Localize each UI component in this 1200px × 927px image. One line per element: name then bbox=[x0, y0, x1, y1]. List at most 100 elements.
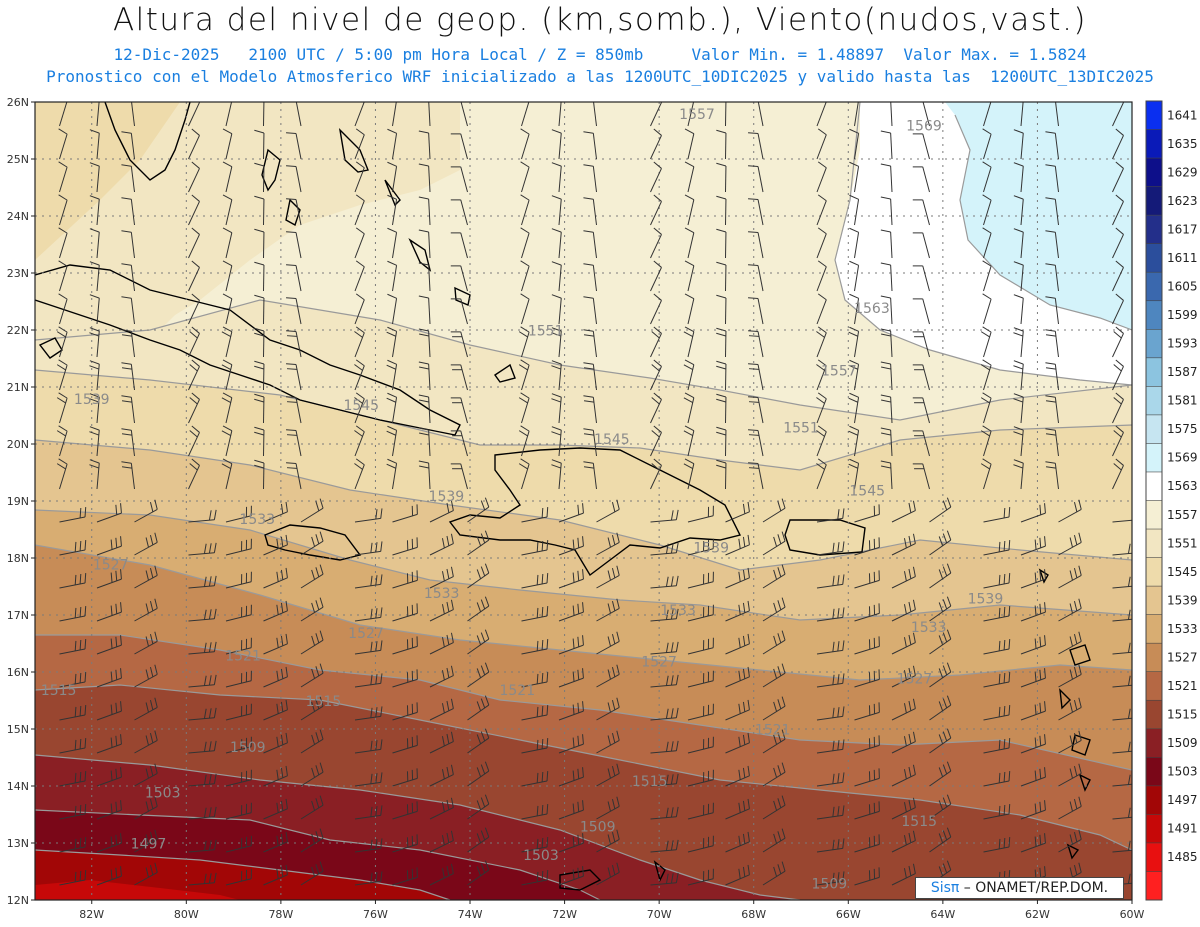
wind-barb bbox=[983, 573, 1011, 589]
wind-barb bbox=[880, 163, 893, 193]
wind-barb bbox=[748, 330, 764, 358]
lon-tick-label: 72W bbox=[552, 908, 577, 921]
wind-barb bbox=[650, 773, 679, 787]
wind-barb bbox=[650, 326, 662, 358]
wind-barb bbox=[59, 102, 68, 127]
wind-barb bbox=[131, 102, 135, 127]
wind-barb bbox=[59, 738, 87, 754]
wind-barb bbox=[551, 228, 562, 259]
wind-barb bbox=[912, 199, 930, 226]
wind-barb bbox=[854, 537, 880, 556]
wind-barb bbox=[386, 425, 398, 457]
wind-barb bbox=[392, 603, 418, 622]
wind-barb bbox=[716, 459, 727, 490]
colorbar-label: 1527 bbox=[1167, 650, 1198, 664]
wind-barb bbox=[521, 573, 549, 589]
wind-barb bbox=[816, 871, 845, 886]
wind-barb bbox=[467, 827, 490, 853]
wind-barb bbox=[687, 703, 714, 721]
wind-barb bbox=[467, 596, 490, 622]
wind-barb bbox=[300, 498, 324, 523]
wind-barb bbox=[725, 798, 750, 820]
lon-tick-label: 64W bbox=[930, 908, 955, 921]
wind-barb bbox=[849, 227, 860, 259]
wind-barb bbox=[816, 260, 827, 292]
wind-barb bbox=[1013, 261, 1024, 292]
wind-barb bbox=[263, 699, 288, 721]
wind-barb bbox=[816, 541, 845, 556]
wind-barb bbox=[982, 194, 992, 226]
wind-barb bbox=[467, 860, 490, 886]
colorbar-swatch bbox=[1146, 671, 1162, 701]
wind-barb bbox=[418, 295, 431, 325]
wind-barb bbox=[254, 261, 265, 292]
contour-label: 1533 bbox=[424, 586, 460, 602]
wind-barb bbox=[854, 834, 880, 853]
wind-barb bbox=[221, 326, 233, 358]
wind-barb bbox=[286, 396, 302, 424]
colorbar-swatch bbox=[1146, 586, 1162, 616]
wind-barb bbox=[854, 570, 880, 589]
map-subtitle-model: Pronostico con el Modelo Atmosferico WRF… bbox=[46, 67, 1154, 86]
wind-barb bbox=[1112, 194, 1124, 226]
wind-barb bbox=[725, 567, 750, 589]
wind-barb bbox=[650, 194, 662, 226]
colorbar-label: 1503 bbox=[1167, 765, 1198, 779]
wind-barb bbox=[1020, 602, 1046, 622]
wind-barb bbox=[254, 426, 265, 457]
wind-barb bbox=[551, 393, 562, 424]
wind-barb bbox=[134, 664, 158, 688]
wind-barb bbox=[716, 195, 727, 226]
wind-barb bbox=[551, 360, 562, 391]
contour-label: 1533 bbox=[239, 512, 275, 528]
colorbar-swatch bbox=[1146, 300, 1162, 330]
contour-label: 1509 bbox=[580, 820, 616, 836]
wind-barb bbox=[188, 458, 200, 490]
wind-barb bbox=[225, 571, 252, 589]
wind-barb bbox=[929, 794, 952, 820]
wind-barb bbox=[1013, 426, 1024, 457]
wind-barb bbox=[650, 806, 679, 820]
wind-barb bbox=[558, 102, 562, 127]
wind-barb bbox=[188, 425, 200, 457]
wind-barb bbox=[816, 161, 827, 193]
colorbar-label: 1605 bbox=[1167, 279, 1198, 293]
wind-barb bbox=[1112, 675, 1132, 688]
wind-barb bbox=[684, 128, 695, 160]
wind-barb bbox=[392, 867, 418, 886]
wind-barb bbox=[725, 534, 750, 556]
wind-barb bbox=[188, 392, 200, 424]
wind-barb bbox=[1045, 362, 1059, 391]
wind-barb bbox=[980, 392, 992, 424]
wind-barb bbox=[188, 773, 217, 787]
wind-barb bbox=[134, 499, 158, 523]
wind-barb bbox=[983, 102, 992, 127]
wind-barb bbox=[816, 359, 827, 391]
wind-barb bbox=[816, 293, 827, 325]
wind-barb bbox=[188, 641, 217, 655]
wind-barb bbox=[551, 261, 562, 292]
wind-barb bbox=[891, 863, 916, 886]
contour-label: 1545 bbox=[343, 398, 379, 414]
wind-barb bbox=[263, 600, 288, 622]
wind-barb bbox=[891, 797, 916, 820]
wind-barb bbox=[221, 359, 233, 391]
wind-barb bbox=[188, 542, 217, 556]
wind-barb bbox=[89, 129, 100, 160]
wind-barb bbox=[300, 531, 324, 556]
wind-barb bbox=[286, 429, 302, 457]
wind-barb bbox=[467, 629, 490, 655]
wind-barb bbox=[583, 131, 597, 160]
wind-barb bbox=[58, 293, 68, 325]
wind-barb bbox=[518, 458, 530, 490]
wind-barb bbox=[725, 831, 750, 853]
contour-label: 1533 bbox=[660, 603, 696, 619]
colorbar-label: 1545 bbox=[1167, 565, 1198, 579]
wind-barb bbox=[418, 427, 431, 457]
wind-barb bbox=[982, 260, 992, 292]
wind-barb bbox=[225, 637, 252, 655]
wind-barb bbox=[912, 133, 930, 160]
wind-barb bbox=[263, 798, 288, 820]
wind-barb bbox=[121, 461, 135, 490]
map-subtitle-date: 12-Dic-2025 2100 UTC / 5:00 pm Hora Loca… bbox=[113, 45, 1087, 64]
